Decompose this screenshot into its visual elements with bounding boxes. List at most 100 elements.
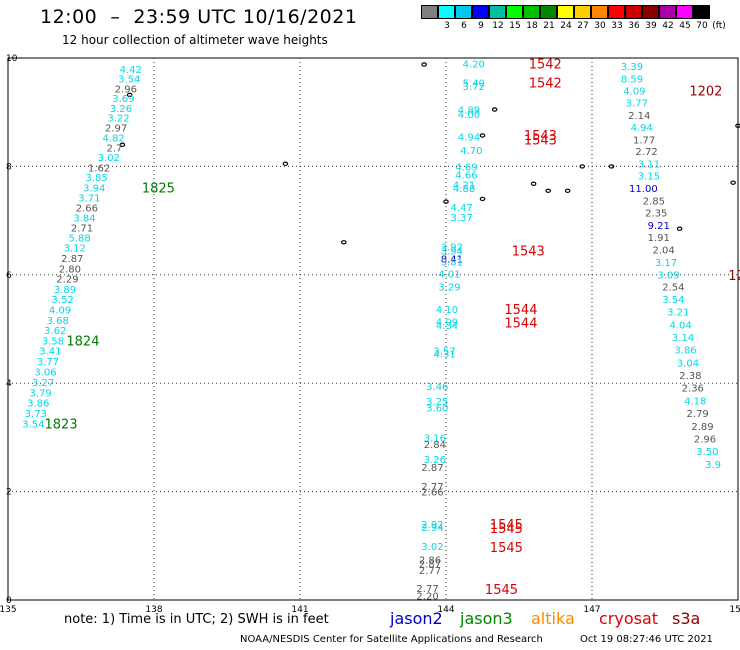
wave-height-label: 2.92: [421, 520, 443, 531]
satellite-cryosat: cryosat: [599, 609, 659, 628]
legend-swatch: [693, 5, 710, 19]
wave-height-label: 2.77: [416, 584, 438, 595]
island-outline: [564, 188, 571, 193]
legend-bin-label: 21: [543, 21, 555, 31]
wave-height-label: 3.02: [98, 153, 120, 164]
wave-height-label: 2.77: [421, 482, 443, 493]
wave-height-label: 3.72: [463, 82, 485, 93]
credit-line: NOAA/NESDIS Center for Satellite Applica…: [240, 634, 543, 645]
wave-height-label: 3.60: [426, 404, 448, 415]
legend-swatch: [574, 5, 591, 19]
satellite-jason2: jason2: [390, 609, 443, 628]
legend-bin-label: 36: [628, 21, 640, 31]
wave-height-label: 3.73: [25, 409, 47, 420]
wave-height-label: 4.89: [458, 105, 480, 116]
legend-swatch: [523, 5, 540, 19]
wave-height-label: 2.87: [421, 463, 443, 474]
wave-height-label: 4.09: [49, 305, 71, 316]
wave-height-label: 3.69: [112, 94, 134, 105]
wave-height-label: 8.59: [621, 75, 643, 86]
wave-height-label: 3.92: [441, 243, 463, 254]
wave-height-label: 3.54: [118, 75, 140, 86]
wave-height-label: 3.27: [32, 378, 54, 389]
wave-height-label: 2.66: [421, 488, 443, 499]
wave-height-label: 11.00: [629, 184, 658, 195]
wave-height-label: 3.04: [677, 359, 699, 370]
wave-height-label: 2.38: [679, 371, 701, 382]
wave-height-label: 3.62: [44, 326, 66, 337]
island-outline: [730, 180, 736, 185]
satellite-jason3: jason3: [460, 609, 513, 628]
wave-height-label: 4.70: [460, 146, 482, 157]
wave-height-label: 2.97: [105, 123, 127, 134]
legend-swatch: [455, 5, 472, 19]
wave-height-label: 3.81: [441, 257, 463, 268]
wave-height-label: 2.20: [416, 592, 438, 603]
wave-height-label: 4.00: [458, 110, 480, 121]
legend-bin-label: 18: [526, 21, 538, 31]
island-outline: [126, 92, 133, 98]
wave-height-label: 3.26: [424, 455, 446, 466]
wave-height-label: 3.15: [638, 172, 660, 183]
x-tick-label: 150: [729, 605, 740, 615]
wave-height-label: 3.84: [73, 213, 95, 224]
island-outline: [491, 107, 498, 112]
island-outline: [479, 133, 486, 138]
time-label: 1545: [485, 583, 518, 598]
legend-bin-label: 42: [662, 21, 674, 31]
island-outline: [479, 196, 486, 202]
island-outline: [579, 164, 586, 169]
wave-height-label: 4.20: [463, 59, 485, 70]
wave-height-label: 4.21: [453, 180, 475, 191]
wave-height-label: 2.94: [421, 523, 443, 534]
wave-height-label: 1.91: [648, 233, 670, 244]
y-tick-label: 10: [6, 54, 18, 64]
wave-height-label: 2.29: [56, 275, 78, 286]
wave-height-label: 2.87: [419, 560, 441, 571]
wave-height-label: 3.86: [27, 399, 49, 410]
wave-height-label: 4.66: [455, 171, 477, 182]
x-tick-label: 138: [145, 605, 162, 615]
legend-bin-label: 33: [611, 21, 623, 31]
x-tick-label: 141: [291, 605, 308, 615]
legend-swatch: [625, 5, 642, 19]
time-label: 1543: [524, 129, 557, 144]
legend-unit-label: (ft): [712, 21, 726, 31]
wave-height-label: 2.35: [645, 208, 667, 219]
wave-height-label: 2.89: [691, 422, 713, 433]
legend-swatch: [438, 5, 455, 19]
wave-height-label: 3.71: [78, 193, 100, 204]
wave-height-label: 2.84: [424, 440, 446, 451]
wave-height-label: 2.96: [694, 434, 716, 445]
wave-height-label: 3.9: [705, 460, 721, 471]
wave-height-label: 3.50: [696, 447, 718, 458]
wave-height-label: 2.71: [71, 224, 93, 235]
wave-height-label: 3.11: [638, 160, 660, 171]
wave-height-label: 3.39: [621, 62, 643, 73]
wave-height-label: 2.72: [635, 147, 657, 158]
island-outline: [530, 181, 537, 186]
island-outline: [735, 123, 740, 128]
footnote: note: 1) Time is in UTC; 2) SWH is in fe…: [64, 612, 329, 627]
wave-height-label: 4.34: [436, 321, 458, 332]
wave-height-label: 3.86: [674, 346, 696, 357]
wave-height-label: 8.41: [441, 255, 463, 266]
legend-bin-label: 9: [478, 21, 484, 31]
x-tick-label: 135: [0, 605, 17, 615]
time-label: 1202: [689, 85, 722, 100]
wave-height-label: 2.85: [643, 197, 665, 208]
legend-bin-label: 27: [577, 21, 589, 31]
wave-height-label: 4.10: [436, 305, 458, 316]
legend-swatch: [659, 5, 676, 19]
wave-height-label: 3.52: [51, 295, 73, 306]
time-label: 120: [728, 269, 740, 284]
wave-height-label: 3.85: [86, 173, 108, 184]
legend-swatch: [421, 5, 438, 19]
wave-height-label: 3.02: [421, 542, 443, 553]
y-tick-label: 6: [6, 271, 12, 281]
y-tick-label: 8: [6, 162, 12, 172]
x-tick-label: 147: [583, 605, 600, 615]
wave-height-label: 3.41: [39, 347, 61, 358]
satellite-s3a: s3a: [672, 609, 701, 628]
